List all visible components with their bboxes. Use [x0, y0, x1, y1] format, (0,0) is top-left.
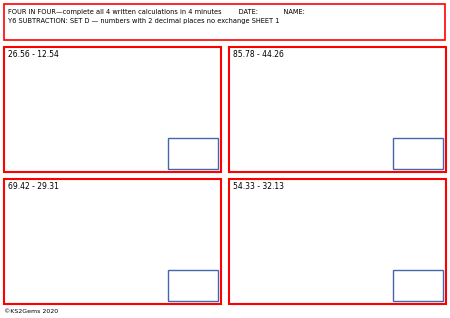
Text: 26.56 - 12.54: 26.56 - 12.54: [8, 50, 59, 59]
Text: Y6 SUBTRACTION: SET D — numbers with 2 decimal places no exchange SHEET 1: Y6 SUBTRACTION: SET D — numbers with 2 d…: [8, 18, 279, 24]
Bar: [229, 47, 446, 172]
Text: 69.42 - 29.31: 69.42 - 29.31: [8, 182, 59, 191]
Text: FOUR IN FOUR—complete all 4 written calculations in 4 minutes        DATE:      : FOUR IN FOUR—complete all 4 written calc…: [8, 9, 305, 15]
Text: 54.33 - 32.13: 54.33 - 32.13: [233, 182, 284, 191]
Bar: [229, 179, 446, 304]
Bar: [4, 47, 221, 172]
Bar: [168, 270, 218, 301]
Bar: [168, 138, 218, 169]
Bar: [4, 179, 221, 304]
Bar: [393, 270, 443, 301]
Bar: [393, 138, 443, 169]
Bar: [4, 4, 445, 40]
Text: ©KS2Gems 2020: ©KS2Gems 2020: [4, 309, 58, 314]
Text: 85.78 - 44.26: 85.78 - 44.26: [233, 50, 284, 59]
